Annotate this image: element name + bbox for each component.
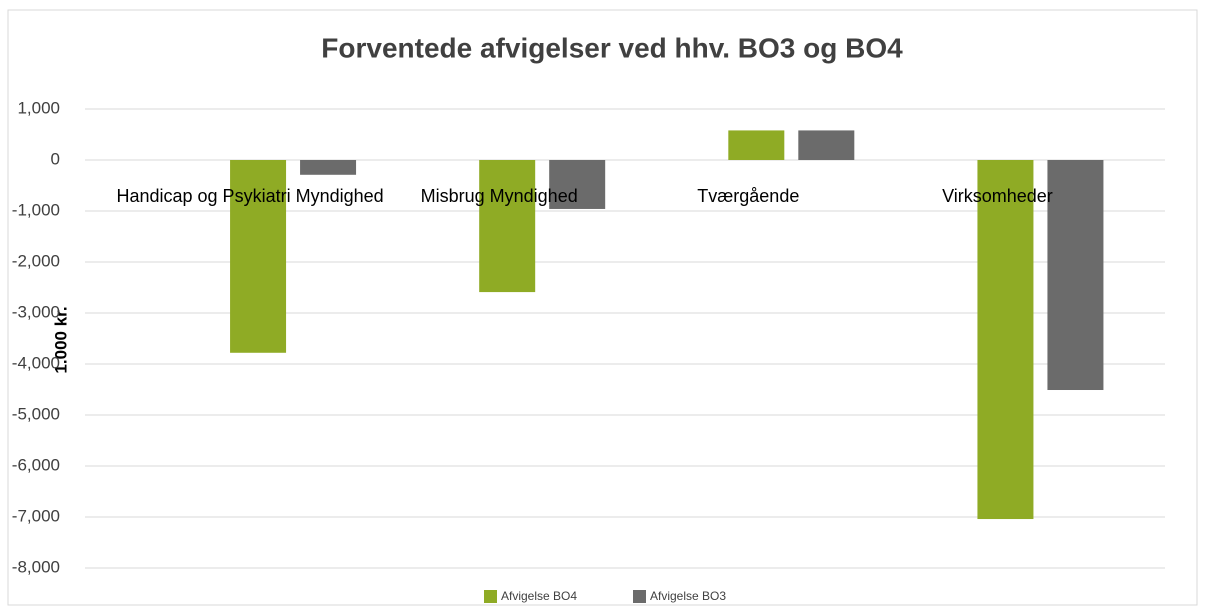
legend-label: Afvigelse BO3 [650, 589, 726, 603]
y-tick-label: 1,000 [17, 98, 60, 117]
bar [479, 160, 536, 293]
legend-swatch [633, 590, 646, 603]
y-axis-label: 1.000 kr. [51, 306, 70, 373]
x-tick-label: Handicap og Psykiatri Myndighed [116, 186, 383, 206]
chart-title: Forventede afvigelser ved hhv. BO3 og BO… [321, 32, 903, 63]
y-tick-label: -6,000 [12, 455, 60, 474]
legend-label: Afvigelse BO4 [501, 589, 577, 603]
bar [549, 160, 606, 209]
bar [1047, 160, 1104, 391]
legend-swatch [484, 590, 497, 603]
y-tick-label: -3,000 [12, 302, 60, 321]
bar [230, 160, 287, 353]
x-tick-label: Tværgående [697, 186, 799, 206]
bar [798, 130, 855, 160]
y-tick-label: -8,000 [12, 557, 60, 576]
x-tick-label: Misbrug Myndighed [421, 186, 578, 206]
bar [728, 130, 785, 160]
y-tick-label: -2,000 [12, 251, 60, 270]
y-tick-label: -7,000 [12, 506, 60, 525]
bar [977, 160, 1034, 520]
bar [300, 160, 357, 175]
x-tick-label: Virksomheder [942, 186, 1053, 206]
y-tick-label: -4,000 [12, 353, 60, 372]
y-tick-label: 0 [51, 149, 60, 168]
y-tick-label: -1,000 [12, 200, 60, 219]
y-tick-label: -5,000 [12, 404, 60, 423]
